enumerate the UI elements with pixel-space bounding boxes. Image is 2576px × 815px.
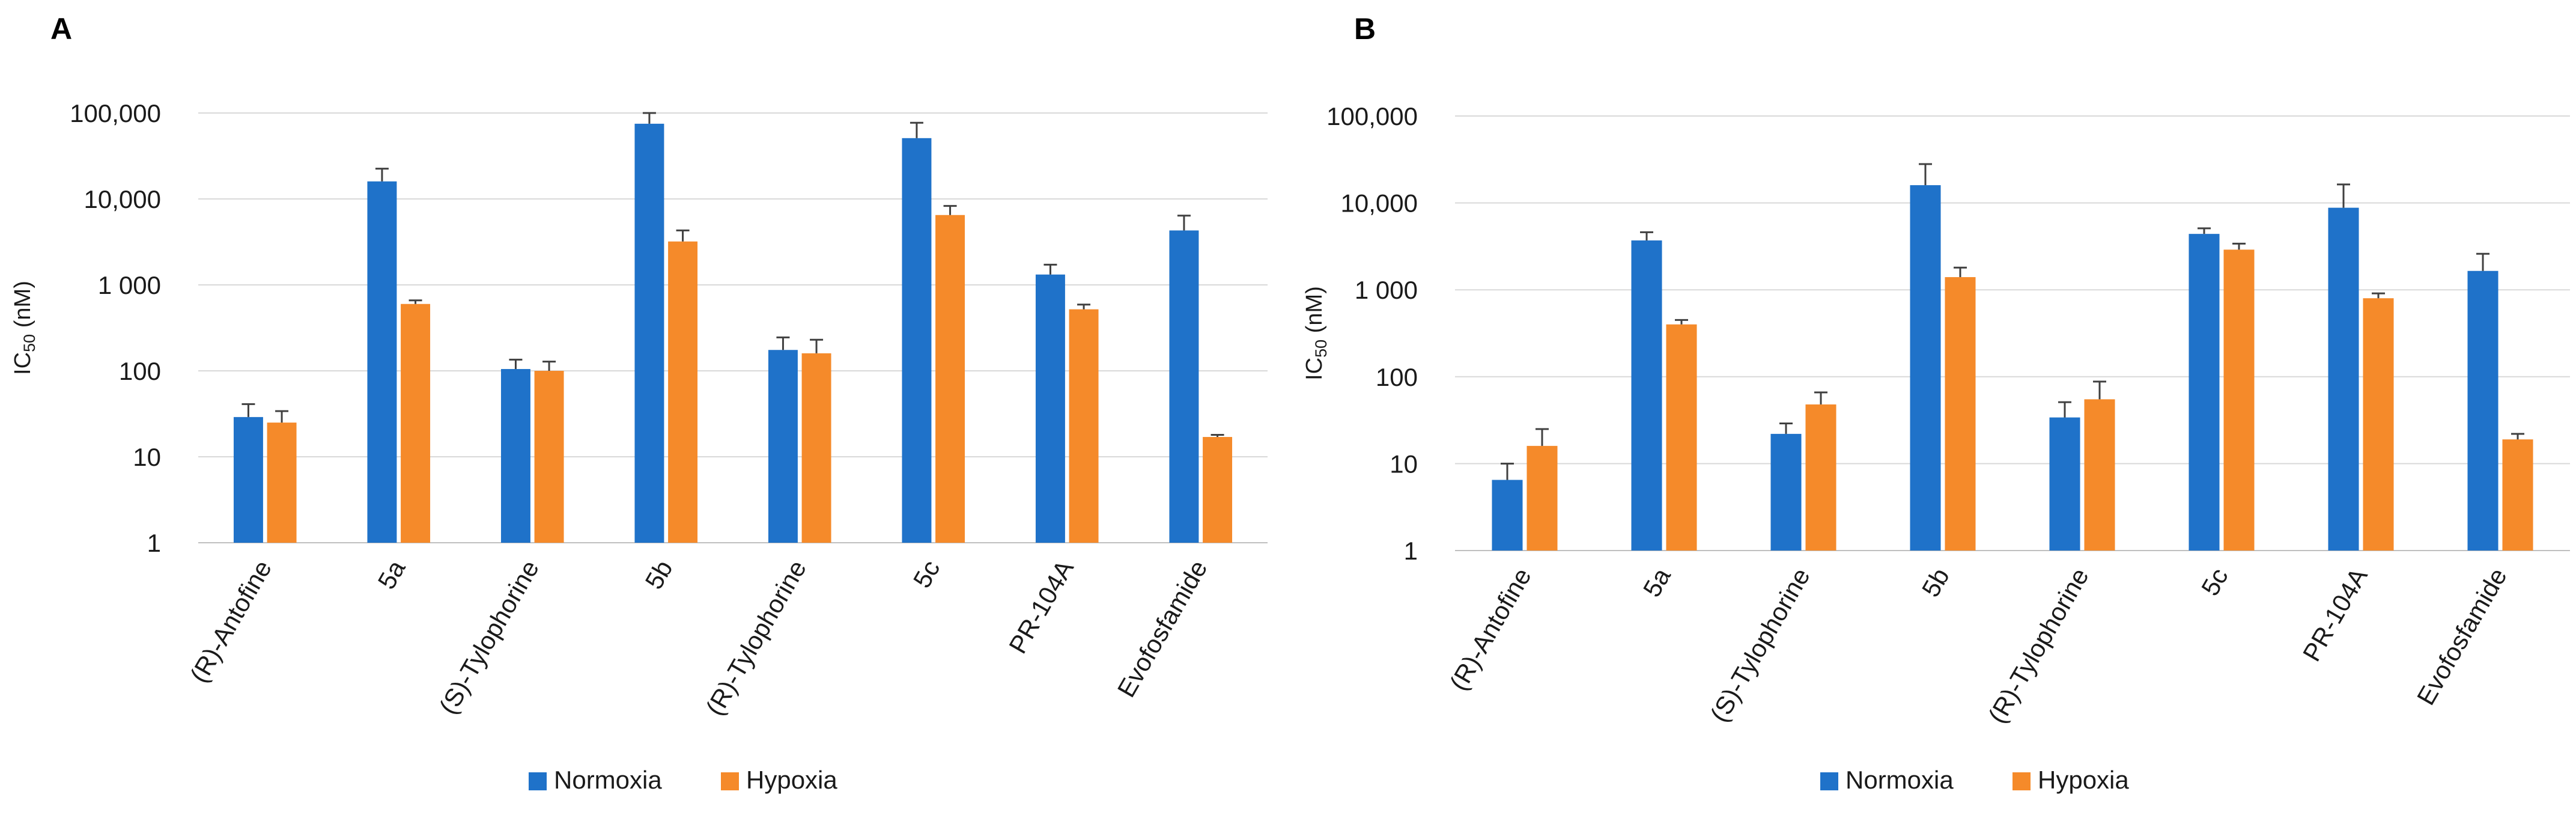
- panel-a-bar-normoxia: [902, 138, 932, 543]
- panel-b-x-tick-label: 5b: [1916, 563, 1955, 602]
- panel-b-bar-hypoxia: [1805, 404, 1836, 551]
- panel-a-x-tick-label: Evofosfamide: [1112, 555, 1213, 702]
- panel-a-bar-normoxia: [367, 181, 397, 543]
- panel-a-x-tick-label: PR-104A: [1003, 555, 1079, 658]
- panel-a-bar-hypoxia: [534, 371, 564, 543]
- panel-a-legend-swatch-normoxia: [529, 772, 547, 790]
- panel-a-x-tick-label: (R)-Tylophorine: [700, 555, 812, 720]
- panel-b-bar-normoxia: [2328, 207, 2359, 551]
- panel-a-bar-hypoxia: [1069, 309, 1099, 543]
- panel-a-bar-normoxia: [1169, 230, 1199, 543]
- panel-a-y-tick-label: 100,000: [70, 99, 161, 127]
- panel-b-x-tick-label: 5a: [1638, 563, 1676, 602]
- panel-b-x-tick-label: 5c: [2196, 563, 2234, 600]
- panel-a-x-tick-label: 5c: [908, 555, 946, 593]
- panel-a-y-tick-label: 1: [147, 529, 161, 557]
- panel-b-bar-normoxia: [1770, 433, 1802, 551]
- panel-a-bar-hypoxia: [668, 241, 698, 543]
- panel-a-bar-normoxia: [500, 368, 530, 543]
- panel-b-y-tick-label: 100,000: [1326, 102, 1418, 130]
- panel-a-y-tick-label: 10: [133, 443, 161, 471]
- panel-a-x-tick-label: (S)-Tylophorine: [434, 555, 544, 719]
- panel-b-y-tick-label: 100: [1376, 363, 1418, 391]
- panel-b-x-tick-label: (S)-Tylophorine: [1705, 563, 1815, 727]
- panel-b-bar-hypoxia: [2084, 399, 2115, 551]
- panel-b-bar-normoxia: [2467, 270, 2499, 551]
- panel-a-legend-label-hypoxia: Hypoxia: [746, 766, 837, 794]
- panel-b-bar-normoxia: [2049, 417, 2080, 551]
- panel-a-bar-normoxia: [634, 123, 664, 543]
- panel-b-y-axis-label: IC50 (nM): [1302, 286, 1330, 380]
- panel-a-x-tick-label: (R)-Antofine: [184, 555, 277, 688]
- panel-a-legend-label-normoxia: Normoxia: [554, 766, 662, 794]
- panel-b-bar-normoxia: [1631, 240, 1662, 551]
- panel-a-bar-normoxia: [1035, 274, 1065, 543]
- chart-panel-b: B 1 10 100 1 000 10,000 100,000 IC50 (nM) (R)-A…: [1302, 12, 2570, 794]
- panel-a-bar-normoxia: [233, 417, 263, 543]
- panel-b-bar-hypoxia: [2502, 439, 2533, 551]
- panel-b-x-tick-label: PR-104A: [2297, 563, 2373, 666]
- panel-a-bar-hypoxia: [935, 215, 965, 543]
- panel-b-bar-hypoxia: [1945, 277, 1976, 551]
- panel-a-letter: A: [50, 12, 72, 46]
- panel-a-bar-hypoxia: [401, 304, 431, 543]
- panel-a-bar-normoxia: [768, 350, 798, 543]
- panel-b-bar-hypoxia: [1526, 445, 1558, 551]
- panel-b-legend-label-normoxia: Normoxia: [1845, 766, 1954, 794]
- panel-a-y-tick-label: 1 000: [98, 271, 161, 299]
- panel-a-y-tick-label: 100: [119, 357, 161, 385]
- panel-b-x-tick-label: (R)-Antofine: [1444, 563, 1537, 695]
- panel-b-x-tick-label: Evofosfamide: [2411, 563, 2512, 710]
- panel-a-bar-hypoxia: [1203, 437, 1233, 543]
- panel-b-bar-hypoxia: [2363, 298, 2394, 551]
- panel-b-letter: B: [1354, 12, 1376, 46]
- panel-b-legend-swatch-hypoxia: [2012, 772, 2031, 790]
- panel-b-y-tick-label: 1: [1404, 537, 1418, 565]
- panel-b-bar-normoxia: [1910, 185, 1941, 551]
- panel-b-bar-normoxia: [1492, 480, 1523, 551]
- panel-b-bar-hypoxia: [1666, 324, 1697, 551]
- panel-a-y-tick-label: 10,000: [84, 185, 161, 213]
- panel-a-x-tick-label: 5a: [372, 555, 410, 594]
- panel-b-y-tick-label: 1 000: [1355, 276, 1418, 304]
- panel-a-x-tick-label: 5b: [639, 555, 678, 594]
- panel-b-x-tick-label: (R)-Tylophorine: [1982, 563, 2094, 728]
- panel-a-legend-swatch-hypoxia: [721, 772, 739, 790]
- panel-b-y-tick-label: 10: [1390, 450, 1418, 478]
- panel-b-y-tick-label: 10,000: [1341, 189, 1418, 218]
- panel-b-bar-normoxia: [2189, 234, 2220, 551]
- chart-panel-a: A 1 10 100 1 000 10,000 100,000 IC50 (nM) (R)-A…: [10, 12, 1268, 794]
- panel-b-bar-hypoxia: [2223, 249, 2255, 551]
- panel-b-legend-label-hypoxia: Hypoxia: [2038, 766, 2129, 794]
- panel-a-y-axis-label: IC50 (nM): [10, 281, 38, 375]
- panel-b-legend-swatch-normoxia: [1820, 772, 1838, 790]
- panel-a-bar-hypoxia: [801, 353, 831, 543]
- panel-a-bar-hypoxia: [267, 423, 297, 543]
